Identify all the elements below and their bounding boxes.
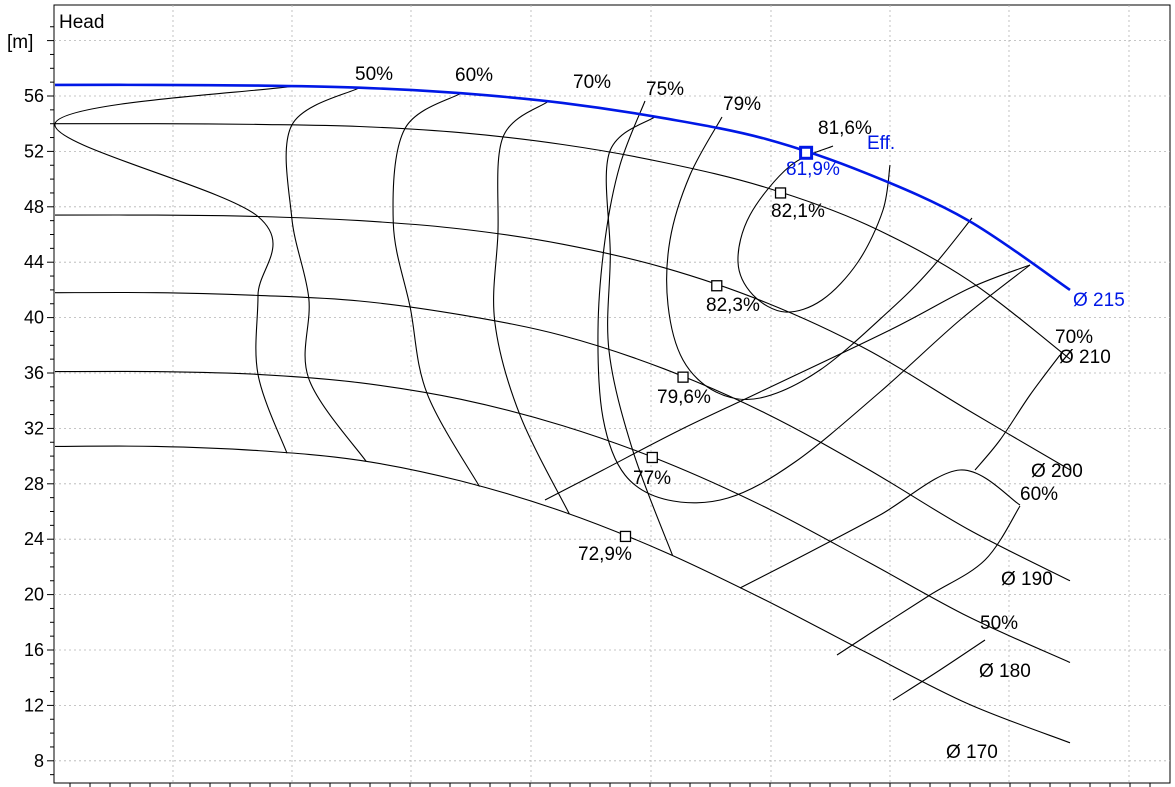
bep-marker-200 xyxy=(711,280,723,292)
eff-label-50: 50% xyxy=(355,64,393,85)
bep-label-215: 81,9% xyxy=(786,159,840,180)
curve-label-190: Ø 190 xyxy=(1001,569,1053,590)
efficiency-line-79 xyxy=(605,116,674,556)
bep-markers xyxy=(619,145,814,543)
y-tick-label: 48 xyxy=(24,197,44,217)
grid-lines xyxy=(54,5,1170,783)
head-curve-180 xyxy=(54,370,1071,664)
y-tick-label: 24 xyxy=(24,529,44,549)
y-tick-label: 52 xyxy=(24,141,44,161)
y-tick-label: 16 xyxy=(24,640,44,660)
eff-label-70: 70% xyxy=(573,72,611,93)
y-axis-ticks: 8 12 16 20 24 28 32 36 40 44 48 52 56 xyxy=(24,26,1151,787)
plot-frame xyxy=(53,4,1171,784)
eff-marker-label: Eff. xyxy=(867,133,895,154)
chart-labels: Head [m] 50% 60% 70% 75% 79% 81,6% 70% 6… xyxy=(7,12,1125,763)
eff-label-75: 75% xyxy=(646,79,684,100)
head-curve-215 xyxy=(54,83,1071,291)
bep-marker-215 xyxy=(799,145,814,160)
eff-label-81-6: 81,6% xyxy=(818,118,872,139)
bep-label-190: 79,6% xyxy=(657,387,711,408)
y-tick-label: 20 xyxy=(24,585,44,605)
head-curve-200 xyxy=(54,214,1071,471)
head-curve-210 xyxy=(54,123,1071,360)
efficiency-contours xyxy=(544,100,1061,701)
contour-79 xyxy=(666,116,973,401)
eff-right-60 xyxy=(739,469,1021,589)
bep-label-170: 72,9% xyxy=(578,544,632,565)
head-curve-190 xyxy=(54,291,1071,582)
curve-label-215: Ø 215 xyxy=(1073,290,1125,311)
y-tick-label: 12 xyxy=(24,695,44,715)
efficiency-line-75 xyxy=(493,101,570,515)
curve-label-180: Ø 180 xyxy=(979,661,1031,682)
y-tick-label: 40 xyxy=(24,308,44,328)
impeller-curves xyxy=(54,83,1071,744)
bep-marker-170 xyxy=(619,530,632,543)
eff-label-60-right: 60% xyxy=(1020,484,1058,505)
curve-label-210: Ø 210 xyxy=(1059,347,1111,368)
bep-marker-180 xyxy=(646,451,658,464)
eff-right-70 xyxy=(544,264,1031,501)
bep-label-210: 82,1% xyxy=(771,201,825,222)
head-curve-170 xyxy=(54,445,1071,744)
y-tick-label: 44 xyxy=(24,252,44,272)
chart-title: Head xyxy=(59,12,104,33)
bep-label-180: 77% xyxy=(633,468,671,489)
bep-marker-190 xyxy=(677,371,689,383)
curve-label-200: Ø 200 xyxy=(1031,461,1083,482)
eff-label-70-right: 70% xyxy=(1055,327,1093,348)
bep-label-200: 82,3% xyxy=(706,295,760,316)
y-tick-label: 8 xyxy=(34,751,44,771)
eff-right-70b xyxy=(974,354,1061,471)
y-tick-label: 36 xyxy=(24,363,44,383)
contour-81-6 xyxy=(737,145,891,313)
y-tick-label: 32 xyxy=(24,418,44,438)
eff-label-60: 60% xyxy=(455,65,493,86)
curve-label-170: Ø 170 xyxy=(946,742,998,763)
y-tick-label: 28 xyxy=(24,474,44,494)
eff-label-50-right: 50% xyxy=(980,613,1018,634)
bep-marker-210 xyxy=(774,187,787,199)
y-tick-label: 56 xyxy=(24,86,44,106)
eff-label-79: 79% xyxy=(723,94,761,115)
y-axis-label: [m] xyxy=(7,32,33,53)
eff-right-50 xyxy=(836,505,1021,656)
efficiency-line-60 xyxy=(285,87,367,462)
eff-right-50b xyxy=(892,639,986,701)
